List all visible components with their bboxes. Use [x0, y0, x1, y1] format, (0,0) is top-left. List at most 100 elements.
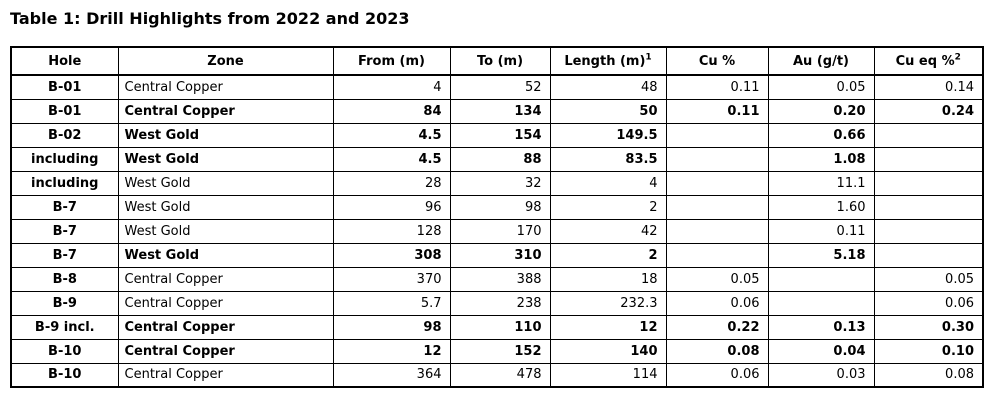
cell-au: 0.03 [767, 362, 875, 388]
cell-to: 152 [449, 338, 551, 364]
cell-au [767, 266, 875, 292]
cell-length: 114 [549, 362, 667, 388]
cell-length: 18 [549, 266, 667, 292]
cell-zone: Central Copper [117, 314, 334, 340]
cell-cueq: 0.05 [873, 266, 984, 292]
cell-cu: 0.05 [665, 266, 769, 292]
cell-zone: Central Copper [117, 338, 334, 364]
cell-au: 0.04 [767, 338, 875, 364]
table-row: including West Gold 4.5 88 83.5 1.08 [10, 146, 984, 172]
cell-hole: including [10, 170, 119, 196]
cell-zone: Central Copper [117, 290, 334, 316]
cell-cu [665, 242, 769, 268]
cell-cu: 0.08 [665, 338, 769, 364]
cell-cueq: 0.06 [873, 290, 984, 316]
cell-length: 2 [549, 242, 667, 268]
cell-zone: Central Copper [117, 266, 334, 292]
cell-length: 2 [549, 194, 667, 220]
cell-hole: B-8 [10, 266, 119, 292]
cell-hole: B-7 [10, 218, 119, 244]
cell-length: 232.3 [549, 290, 667, 316]
cell-cueq [873, 194, 984, 220]
cell-cueq: 0.10 [873, 338, 984, 364]
cell-au: 5.18 [767, 242, 875, 268]
cell-zone: West Gold [117, 218, 334, 244]
cell-from: 4.5 [332, 122, 451, 148]
cell-length: 50 [549, 98, 667, 124]
cell-cu [665, 122, 769, 148]
cell-cu [665, 218, 769, 244]
table-row: B-7 West Gold 128 170 42 0.11 [10, 218, 984, 244]
cell-au: 0.05 [767, 74, 875, 100]
cell-hole: B-7 [10, 194, 119, 220]
cell-au: 0.11 [767, 218, 875, 244]
cell-cu [665, 194, 769, 220]
cell-zone: West Gold [117, 170, 334, 196]
table-body: B-01 Central Copper 4 52 48 0.11 0.05 0.14 B-01 C… [10, 74, 984, 388]
col-header-zone: Zone [117, 46, 334, 76]
table-row: including West Gold 28 32 4 11.1 [10, 170, 984, 196]
cell-hole: B-10 [10, 362, 119, 388]
cell-au: 0.20 [767, 98, 875, 124]
cell-from: 28 [332, 170, 451, 196]
cell-from: 4 [332, 74, 451, 100]
cell-length: 140 [549, 338, 667, 364]
cell-hole: B-9 [10, 290, 119, 316]
cell-zone: West Gold [117, 146, 334, 172]
cell-to: 478 [449, 362, 551, 388]
cell-hole: B-9 incl. [10, 314, 119, 340]
table-row: B-10 Central Copper 364 478 114 0.06 0.03 0.08 [10, 362, 984, 388]
col-header-cueq: Cu eq %2 [873, 46, 984, 76]
cell-to: 388 [449, 266, 551, 292]
cell-length: 12 [549, 314, 667, 340]
cell-cu [665, 170, 769, 196]
cell-length: 42 [549, 218, 667, 244]
cell-au: 0.13 [767, 314, 875, 340]
cell-hole: B-10 [10, 338, 119, 364]
cell-cu [665, 146, 769, 172]
cell-zone: West Gold [117, 122, 334, 148]
cell-to: 110 [449, 314, 551, 340]
cell-hole: B-02 [10, 122, 119, 148]
table-row: B-9 incl. Central Copper 98 110 12 0.22 0.13 0.… [10, 314, 984, 340]
table-row: B-8 Central Copper 370 388 18 0.05 0.05 [10, 266, 984, 292]
cell-cueq: 0.24 [873, 98, 984, 124]
cell-hole: including [10, 146, 119, 172]
cell-cueq: 0.08 [873, 362, 984, 388]
cell-cueq [873, 122, 984, 148]
cell-to: 154 [449, 122, 551, 148]
cell-hole: B-01 [10, 98, 119, 124]
table-row: B-7 West Gold 96 98 2 1.60 [10, 194, 984, 220]
cell-zone: Central Copper [117, 74, 334, 100]
cell-to: 238 [449, 290, 551, 316]
cell-cueq [873, 218, 984, 244]
cell-au: 0.66 [767, 122, 875, 148]
cell-cueq [873, 146, 984, 172]
table-title: Table 1: Drill Highlights from 2022 and … [10, 9, 410, 28]
cell-from: 12 [332, 338, 451, 364]
cell-to: 98 [449, 194, 551, 220]
col-header-cu: Cu % [665, 46, 769, 76]
cell-cu: 0.06 [665, 290, 769, 316]
header-superscript: 1 [645, 52, 652, 63]
cell-au: 1.08 [767, 146, 875, 172]
cell-from: 98 [332, 314, 451, 340]
table-row: B-01 Central Copper 4 52 48 0.11 0.05 0.14 [10, 74, 984, 100]
cell-cueq [873, 170, 984, 196]
cell-au [767, 290, 875, 316]
cell-from: 96 [332, 194, 451, 220]
cell-zone: Central Copper [117, 98, 334, 124]
table-row: B-7 West Gold 308 310 2 5.18 [10, 242, 984, 268]
cell-to: 170 [449, 218, 551, 244]
cell-cueq [873, 242, 984, 268]
cell-to: 52 [449, 74, 551, 100]
cell-length: 149.5 [549, 122, 667, 148]
cell-length: 83.5 [549, 146, 667, 172]
cell-from: 128 [332, 218, 451, 244]
header-superscript: 2 [954, 52, 961, 63]
cell-hole: B-01 [10, 74, 119, 100]
cell-from: 4.5 [332, 146, 451, 172]
cell-zone: West Gold [117, 242, 334, 268]
col-header-length: Length (m)1 [549, 46, 667, 76]
